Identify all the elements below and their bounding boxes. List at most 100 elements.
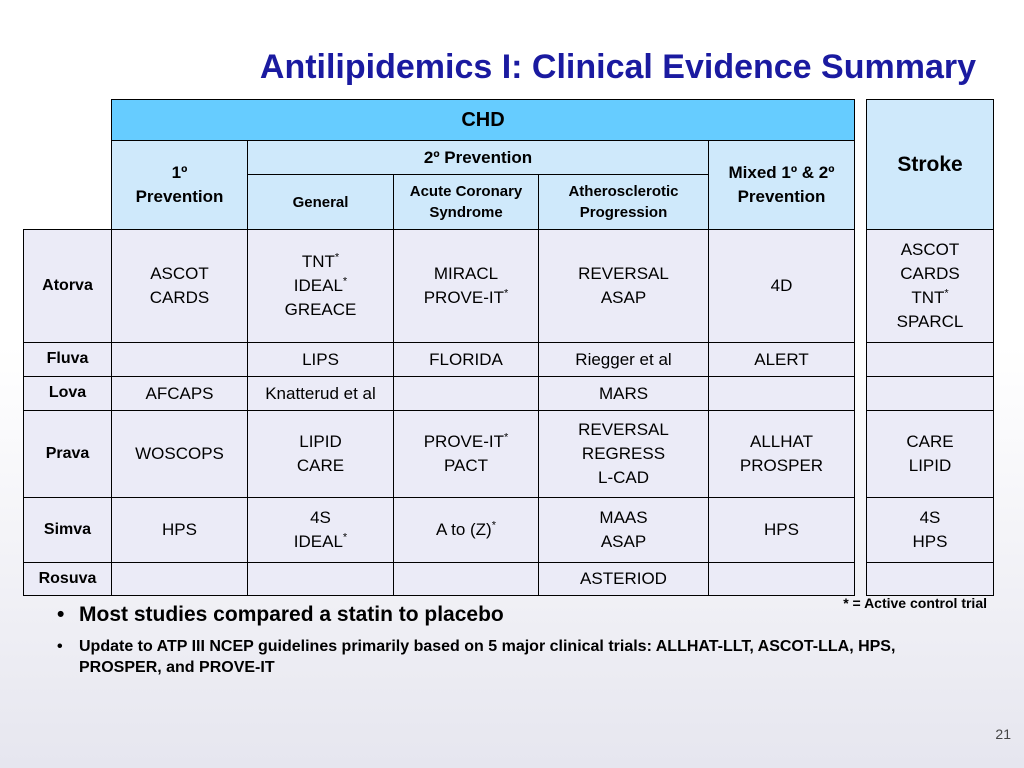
cell-mixed: ALERT [708,342,855,377]
trial-name: REGRESS [581,444,666,464]
trial-name: LIPID [908,456,952,475]
trial-name: PROVE-IT* [423,287,509,307]
table-row: Simva HPS 4S IDEAL* A to (Z)* MAAS ASAP HPS [23,497,855,563]
drug-name: Prava [23,410,112,498]
mixed-prevention-header: Mixed 1º & 2º Prevention [708,140,855,230]
cell-mixed: ALLHAT PROSPER [708,410,855,498]
cell-mixed [708,562,855,596]
cell-athero: MAAS ASAP [538,497,709,563]
table-row: ASCOT CARDS TNT* SPARCL [866,229,994,343]
trial-name: FLORIDA [429,349,503,369]
acs-header: Acute Coronary Syndrome [393,174,539,230]
footnote: * = Active control trial [843,595,987,611]
table-row: Lova AFCAPS Knatterud et al MARS [23,376,855,411]
cell-primary [111,342,248,377]
cell-athero: Riegger et al [538,342,709,377]
cell-general: Knatterud et al [247,376,394,411]
cell-general [247,562,394,596]
trial-name: 4S [919,508,941,528]
cell-stroke: ASCOT CARDS TNT* SPARCL [866,229,994,343]
trial-name: PROVE-IT* [423,431,509,452]
cell-acs: PROVE-IT* PACT [393,410,539,498]
drug-name: Simva [23,497,112,563]
trial-name: 4S [310,508,331,528]
trial-name: CARDS [900,264,960,284]
cell-primary: WOSCOPS [111,410,248,498]
trial-name: LIPID [299,432,342,452]
trial-name: Riegger et al [575,349,672,369]
trial-name: LIPS [302,349,339,369]
trial-name: PACT [443,456,489,475]
bullet-list: • Most studies compared a statin to plac… [57,603,957,679]
page-number: 21 [995,726,1011,742]
trial-name: ALLHAT [750,432,813,452]
cell-general: TNT* IDEAL* GREACE [247,229,394,343]
cell-mixed: 4D [708,229,855,343]
cell-general: 4S IDEAL* [247,497,394,563]
trial-name: ASAP [600,532,647,551]
trial-name: WOSCOPS [135,444,224,464]
trial-name: PROSPER [739,456,824,475]
table-row: Rosuva ASTERIOD [23,562,855,596]
cell-acs [393,376,539,411]
trial-name: A to (Z)* [435,519,496,540]
bullet-item: • Most studies compared a statin to plac… [57,603,504,626]
cell-acs: FLORIDA [393,342,539,377]
cell-athero: ASTERIOD [538,562,709,596]
trial-name: GREACE [284,299,357,319]
trial-name: MIRACL [433,264,499,284]
trial-name: MARS [598,383,649,403]
trial-name: SPARCL [896,311,964,331]
trial-name: ASTERIOD [580,569,667,589]
chd-header: CHD [111,99,855,141]
cell-stroke [866,342,994,377]
trial-name: ASAP [600,288,647,307]
trial-name: REVERSAL [578,264,669,284]
table-row [866,376,994,411]
cell-primary: ASCOT CARDS [111,229,248,343]
trial-name: MAAS [599,508,648,528]
cell-primary: HPS [111,497,248,563]
athero-header: Atherosclerotic Progression [538,174,709,230]
table-row [866,342,994,377]
trial-name: Knatterud et al [265,383,376,403]
trial-name: AFCAPS [145,383,214,403]
table-row: CARE LIPID [866,410,994,498]
stroke-table: Stroke ASCOT CARDS TNT* SPARCL CARE LIPID 4S HP… [866,99,994,596]
trial-name: TNT* [301,251,340,272]
drug-name: Fluva [23,342,112,377]
cell-mixed [708,376,855,411]
trial-name: ASCOT [900,240,960,260]
cell-stroke: CARE LIPID [866,410,994,498]
trial-name: CARDS [149,288,210,307]
table-row: Prava WOSCOPS LIPID CARE PROVE-IT* PACT REVERS… [23,410,855,498]
trial-name: CARE [906,432,954,452]
cell-acs: MIRACL PROVE-IT* [393,229,539,343]
table-row: 4S HPS [866,497,994,563]
trial-name: HPS [162,520,197,540]
bullet-item: • Update to ATP III NCEP guidelines prim… [57,638,896,676]
trial-name: IDEAL* [293,531,348,551]
secondary-prevention-header: 2º Prevention [247,140,709,175]
cell-acs [393,562,539,596]
primary-prevention-header: 1º Prevention [111,140,248,230]
cell-stroke [866,376,994,411]
cell-athero: REVERSAL ASAP [538,229,709,343]
cell-athero: REVERSAL REGRESS L-CAD [538,410,709,498]
evidence-table: CHD 1º Prevention 2º Prevention Mixed 1º… [23,99,855,596]
trial-name: CARE [296,456,345,475]
bullet-dot-icon: • [57,603,65,626]
trial-name: IDEAL* [293,275,348,296]
cell-athero: MARS [538,376,709,411]
trial-name: ASCOT [150,264,209,284]
trial-name: HPS [764,520,799,540]
bullet-dot-icon: • [57,638,63,655]
slide-title: Antilipidemics I: Clinical Evidence Summ… [259,48,976,86]
table-row: Fluva LIPS FLORIDA Riegger et al ALERT [23,342,855,377]
trial-name: ALERT [754,349,809,369]
cell-acs: A to (Z)* [393,497,539,563]
trial-name: REVERSAL [578,420,669,440]
cell-primary [111,562,248,596]
table-row [866,562,994,596]
drug-name: Lova [23,376,112,411]
